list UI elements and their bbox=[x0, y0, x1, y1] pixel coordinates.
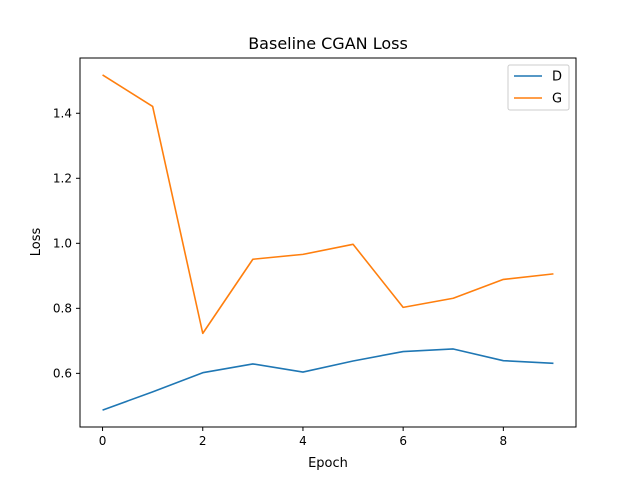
x-tick-label: 4 bbox=[299, 434, 307, 448]
x-tick-label: 8 bbox=[500, 434, 508, 448]
series-lines bbox=[102, 74, 554, 411]
x-tick-label: 0 bbox=[99, 434, 107, 448]
x-tick-label: 2 bbox=[199, 434, 207, 448]
y-tick-label: 0.8 bbox=[53, 301, 72, 315]
y-tick-label: 1.4 bbox=[53, 106, 72, 120]
series-line-g bbox=[102, 74, 554, 335]
y-tick-label: 0.6 bbox=[53, 366, 72, 380]
y-tick-label: 1.0 bbox=[53, 236, 72, 250]
plot-area bbox=[79, 57, 577, 428]
x-tick-label: 6 bbox=[399, 434, 407, 448]
y-axis-ticks: 0.6 0.8 1.0 1.2 1.4 bbox=[53, 106, 80, 380]
legend-label-d: D bbox=[552, 70, 562, 85]
chart-title: Baseline CGAN Loss bbox=[248, 34, 408, 53]
x-axis-ticks: 0 2 4 6 8 bbox=[99, 427, 507, 448]
y-tick-label: 1.2 bbox=[53, 171, 72, 185]
series-line-d bbox=[102, 348, 554, 411]
x-axis-label: Epoch bbox=[308, 456, 348, 471]
y-axis-label: Loss bbox=[29, 228, 44, 257]
legend: DG bbox=[507, 64, 570, 111]
legend-label-g: G bbox=[552, 92, 562, 107]
